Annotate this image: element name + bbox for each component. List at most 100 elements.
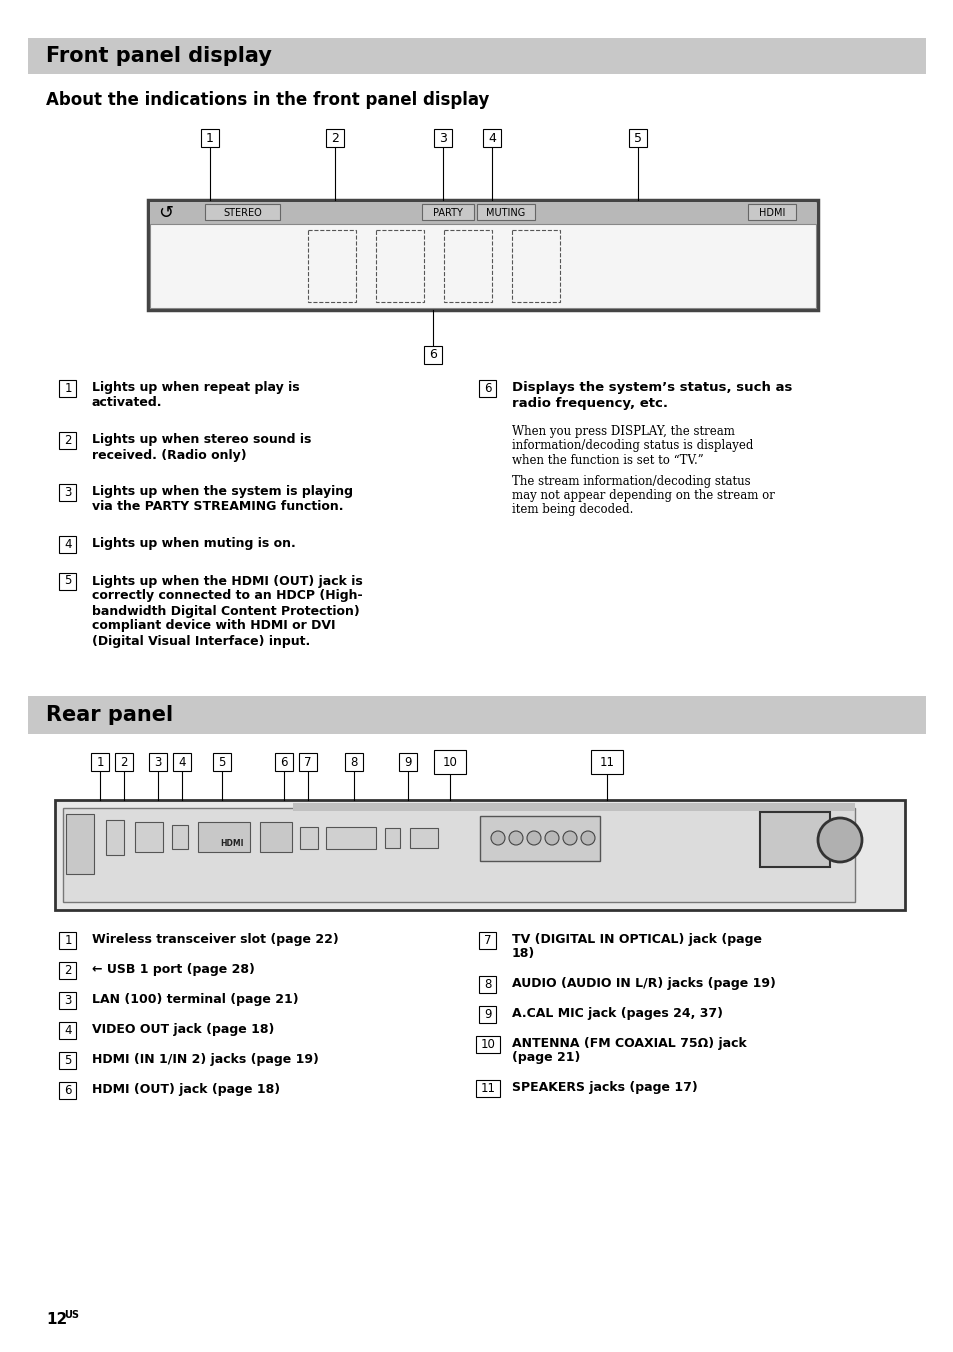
Text: 5: 5 <box>64 1053 71 1067</box>
Text: 6: 6 <box>64 1083 71 1096</box>
Bar <box>421 204 474 220</box>
Text: VIDEO OUT jack (page 18): VIDEO OUT jack (page 18) <box>91 1023 274 1037</box>
Text: 8: 8 <box>350 756 357 768</box>
Text: 10: 10 <box>442 756 456 768</box>
Text: 4: 4 <box>64 1023 71 1037</box>
Bar <box>205 204 280 220</box>
Bar <box>479 1006 496 1022</box>
Text: 1: 1 <box>96 756 104 768</box>
Bar <box>149 753 167 771</box>
Bar <box>59 484 76 500</box>
Bar <box>760 813 829 867</box>
Text: 1: 1 <box>64 933 71 946</box>
Bar <box>434 128 452 147</box>
Bar <box>476 1036 499 1052</box>
Text: ← USB 1 port (page 28): ← USB 1 port (page 28) <box>91 964 254 976</box>
Text: 9: 9 <box>484 1007 491 1021</box>
Bar <box>398 753 416 771</box>
Text: correctly connected to an HDCP (High-: correctly connected to an HDCP (High- <box>91 589 362 603</box>
Text: Lights up when repeat play is: Lights up when repeat play is <box>91 381 299 395</box>
Text: PARTY: PARTY <box>433 208 462 218</box>
Text: 4: 4 <box>178 756 186 768</box>
Circle shape <box>562 831 577 845</box>
Bar <box>476 204 535 220</box>
Bar <box>479 817 599 861</box>
Bar <box>326 128 344 147</box>
Bar <box>293 803 854 811</box>
Text: bandwidth Digital Content Protection): bandwidth Digital Content Protection) <box>91 604 359 618</box>
Text: 1: 1 <box>206 131 213 145</box>
Circle shape <box>509 831 522 845</box>
Bar <box>479 380 496 396</box>
Bar <box>59 380 76 396</box>
Text: received. (Radio only): received. (Radio only) <box>91 449 247 461</box>
Text: 7: 7 <box>484 933 491 946</box>
Bar <box>479 932 496 949</box>
Text: Lights up when the system is playing: Lights up when the system is playing <box>91 485 353 499</box>
Bar <box>150 201 815 224</box>
Text: 11: 11 <box>480 1082 495 1095</box>
Text: When you press DISPLAY, the stream: When you press DISPLAY, the stream <box>512 426 734 438</box>
Circle shape <box>817 818 862 863</box>
Text: 3: 3 <box>154 756 161 768</box>
Text: HDMI (IN 1/IN 2) jacks (page 19): HDMI (IN 1/IN 2) jacks (page 19) <box>91 1053 318 1067</box>
Text: 10: 10 <box>480 1037 495 1051</box>
Text: Front panel display: Front panel display <box>46 46 272 66</box>
Bar <box>172 753 191 771</box>
Bar <box>150 224 815 308</box>
Bar <box>345 753 363 771</box>
Bar <box>59 535 76 553</box>
Text: SPEAKERS jacks (page 17): SPEAKERS jacks (page 17) <box>512 1082 697 1095</box>
Text: 5: 5 <box>218 756 226 768</box>
Text: Displays the system’s status, such as: Displays the system’s status, such as <box>512 381 792 395</box>
Text: 4: 4 <box>488 131 496 145</box>
Text: HDMI: HDMI <box>758 208 784 218</box>
Text: TV (DIGITAL IN OPTICAL) jack (page: TV (DIGITAL IN OPTICAL) jack (page <box>512 933 761 946</box>
Bar <box>172 825 188 849</box>
Text: 3: 3 <box>64 994 71 1006</box>
Text: compliant device with HDMI or DVI: compliant device with HDMI or DVI <box>91 619 335 633</box>
Text: 3: 3 <box>438 131 446 145</box>
Bar <box>201 128 219 147</box>
Text: 9: 9 <box>404 756 412 768</box>
Text: About the indications in the front panel display: About the indications in the front panel… <box>46 91 489 110</box>
Text: 3: 3 <box>64 485 71 499</box>
Text: Lights up when stereo sound is: Lights up when stereo sound is <box>91 434 311 446</box>
Bar <box>443 230 492 301</box>
Text: (page 21): (page 21) <box>512 1052 579 1064</box>
Bar <box>59 991 76 1009</box>
Text: radio frequency, etc.: radio frequency, etc. <box>512 397 667 411</box>
Bar <box>213 753 231 771</box>
Bar <box>106 821 124 854</box>
Bar <box>55 800 904 910</box>
Text: 8: 8 <box>484 977 491 991</box>
Bar <box>135 822 163 852</box>
Bar <box>59 431 76 449</box>
Circle shape <box>491 831 504 845</box>
Text: 2: 2 <box>64 964 71 976</box>
Bar <box>747 204 795 220</box>
Bar <box>28 38 925 74</box>
Bar <box>148 200 817 310</box>
Bar <box>59 1022 76 1038</box>
Text: 18): 18) <box>512 948 535 960</box>
Bar <box>66 814 94 873</box>
Bar <box>59 1052 76 1068</box>
Text: 6: 6 <box>484 381 491 395</box>
Text: Lights up when muting is on.: Lights up when muting is on. <box>91 538 295 550</box>
Text: 1: 1 <box>64 381 71 395</box>
Text: 5: 5 <box>634 131 641 145</box>
Bar <box>590 750 622 773</box>
Text: activated.: activated. <box>91 396 162 410</box>
Text: HDMI: HDMI <box>220 838 244 848</box>
Bar <box>482 128 500 147</box>
Bar <box>326 827 375 849</box>
Bar <box>28 696 925 734</box>
Bar <box>299 827 317 849</box>
Bar <box>91 753 109 771</box>
Bar <box>375 230 423 301</box>
Text: 2: 2 <box>331 131 338 145</box>
Text: 2: 2 <box>120 756 128 768</box>
Bar <box>476 1079 499 1096</box>
Bar <box>115 753 132 771</box>
